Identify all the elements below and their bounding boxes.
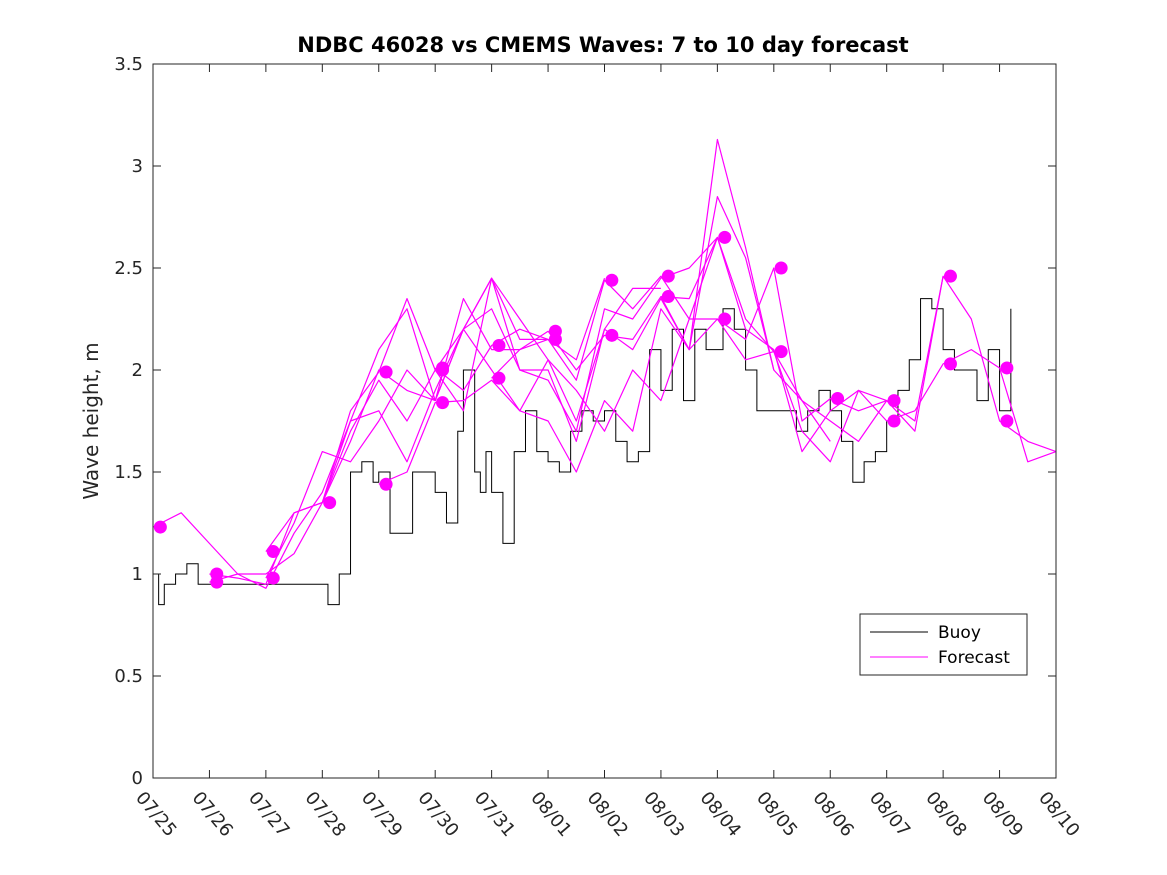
forecast-line bbox=[660, 236, 1057, 453]
forecast-point bbox=[492, 339, 506, 353]
forecast-point bbox=[323, 496, 337, 510]
forecast-line bbox=[378, 236, 887, 485]
forecast-point bbox=[379, 365, 393, 379]
y-tick-label: 0 bbox=[132, 768, 143, 789]
x-tick-label: 08/09 bbox=[978, 788, 1027, 841]
x-tick-label: 08/06 bbox=[808, 788, 857, 841]
x-tick-label: 08/07 bbox=[865, 788, 914, 841]
y-axis-label: Wave height, m bbox=[79, 342, 103, 499]
forecast-line bbox=[265, 138, 775, 579]
y-axis: 0 0.5 1 1.5 2 2.5 3 3.5 bbox=[114, 54, 1056, 789]
legend-box bbox=[859, 613, 1028, 676]
forecast-line bbox=[209, 277, 661, 589]
y-tick-label: 2 bbox=[132, 360, 143, 381]
forecast-point bbox=[436, 363, 450, 377]
x-tick-label: 08/04 bbox=[696, 788, 745, 841]
forecast-line bbox=[265, 236, 718, 552]
forecast-point bbox=[774, 345, 788, 359]
x-tick-label: 07/30 bbox=[413, 788, 462, 841]
x-tick-label: 08/01 bbox=[526, 788, 575, 841]
x-tick-label: 07/28 bbox=[300, 788, 349, 841]
forecast-point bbox=[1000, 361, 1014, 375]
x-tick-label: 08/05 bbox=[752, 788, 801, 841]
forecast-point bbox=[266, 571, 280, 585]
plot-area bbox=[152, 138, 1057, 606]
x-tick-label: 07/27 bbox=[244, 788, 293, 841]
y-tick-label: 1.5 bbox=[114, 462, 143, 483]
y-tick-label: 3 bbox=[132, 156, 143, 177]
x-tick-label: 07/26 bbox=[188, 788, 237, 841]
forecast-line bbox=[434, 267, 944, 432]
forecast-series-group bbox=[152, 138, 1057, 589]
forecast-point bbox=[1000, 414, 1014, 428]
forecast-point bbox=[774, 261, 788, 275]
forecast-point bbox=[266, 545, 280, 559]
legend-buoy-label: Buoy bbox=[938, 623, 981, 643]
forecast-point bbox=[605, 328, 619, 342]
x-tick-label: 08/03 bbox=[639, 788, 688, 841]
x-axis: 07/25 07/26 07/27 07/28 07/29 07/30 07/31 08/01… bbox=[131, 64, 1084, 841]
x-tick-label: 07/25 bbox=[131, 788, 180, 841]
legend: Buoy Forecast bbox=[859, 613, 1028, 676]
forecast-point bbox=[831, 392, 845, 406]
y-tick-label: 0.5 bbox=[114, 666, 143, 687]
forecast-point bbox=[153, 520, 167, 534]
forecast-point bbox=[718, 312, 732, 326]
x-tick-label: 08/02 bbox=[583, 788, 632, 841]
legend-forecast-label: Forecast bbox=[938, 648, 1010, 668]
x-tick-label: 08/08 bbox=[921, 788, 970, 841]
forecast-point bbox=[436, 396, 450, 410]
forecast-point bbox=[492, 371, 506, 385]
forecast-point bbox=[887, 414, 901, 428]
forecast-point bbox=[548, 332, 562, 346]
y-tick-label: 1 bbox=[132, 564, 143, 585]
forecast-point bbox=[379, 477, 393, 491]
y-tick-label: 3.5 bbox=[114, 54, 143, 75]
forecast-point bbox=[887, 394, 901, 408]
forecast-point bbox=[210, 575, 224, 589]
forecast-point bbox=[605, 273, 619, 287]
y-tick-label: 2.5 bbox=[114, 258, 143, 279]
forecast-point bbox=[661, 269, 675, 283]
forecast-line bbox=[209, 278, 606, 585]
forecast-point bbox=[718, 230, 732, 244]
x-tick-label: 07/31 bbox=[470, 788, 519, 841]
forecast-point bbox=[943, 269, 957, 283]
forecast-point bbox=[661, 290, 675, 304]
forecast-line bbox=[321, 196, 831, 503]
x-tick-label: 07/29 bbox=[357, 788, 406, 841]
forecast-point bbox=[943, 357, 957, 371]
chart-title: NDBC 46028 vs CMEMS Waves: 7 to 10 day f… bbox=[297, 33, 908, 57]
x-tick-label: 08/10 bbox=[1034, 788, 1083, 841]
forecast-markers bbox=[153, 230, 1014, 589]
